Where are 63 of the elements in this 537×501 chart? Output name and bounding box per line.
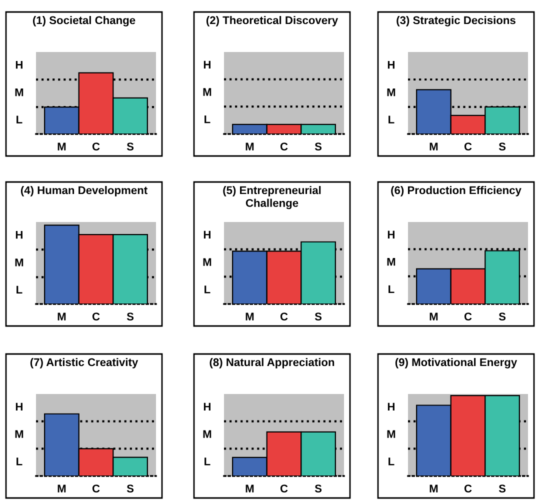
text: L xyxy=(16,286,22,294)
text: H xyxy=(388,402,394,411)
x-tick-label: S xyxy=(126,484,134,492)
text: L xyxy=(388,285,394,294)
text: M xyxy=(387,258,396,266)
text: M xyxy=(203,258,212,266)
chart-title: (2) Theoretical Discovery xyxy=(206,16,338,26)
x-tick-label: C xyxy=(280,312,288,320)
x-tick-label: S xyxy=(314,312,322,320)
text: M xyxy=(387,88,396,96)
x-tick-label: C xyxy=(280,142,288,150)
text: H xyxy=(16,61,22,69)
x-tick-label: S xyxy=(498,484,506,492)
x-tick-label: C xyxy=(92,142,100,150)
text: H xyxy=(16,231,22,239)
x-tick-label: M xyxy=(58,312,66,320)
chart-title: (7) Artistic Creativity xyxy=(30,358,138,368)
x-tick-label: M xyxy=(246,312,254,320)
text: M xyxy=(15,258,24,266)
text: H xyxy=(16,402,22,411)
chart-title: (3) Strategic Decisions xyxy=(396,16,516,26)
text: L xyxy=(388,116,394,124)
text: M xyxy=(387,430,396,438)
x-tick-label: M xyxy=(430,484,438,492)
chart-title: (4) Human Development xyxy=(20,186,148,196)
x-tick-label: C xyxy=(92,312,100,320)
text: L xyxy=(16,116,22,124)
chart-title: (1) Societal Change xyxy=(33,16,136,26)
chart-title: (9) Motivational Energy xyxy=(395,358,518,368)
x-tick-label: S xyxy=(498,312,506,320)
x-tick-label: S xyxy=(126,142,134,150)
x-tick-label: M xyxy=(430,312,438,320)
text: H xyxy=(204,60,210,69)
text: H xyxy=(388,230,394,238)
text: L xyxy=(204,458,210,466)
x-tick-label: C xyxy=(464,484,472,492)
x-tick-label: C xyxy=(464,312,472,320)
x-tick-label: S xyxy=(314,142,322,150)
text: L xyxy=(204,286,210,294)
text: M xyxy=(15,88,24,96)
x-tick-label: M xyxy=(58,142,66,150)
text: M xyxy=(15,430,24,438)
chart-title: (8) Natural Appreciation xyxy=(210,358,334,368)
x-tick-label: M xyxy=(246,484,254,492)
x-tick-label: M xyxy=(246,142,254,150)
text: M xyxy=(203,88,212,96)
text: H xyxy=(204,402,210,411)
chart-title: (5) Entrepreneurial Challenge xyxy=(223,186,321,210)
x-tick-label: M xyxy=(58,484,66,492)
x-tick-label: C xyxy=(92,484,100,492)
text: L xyxy=(204,116,210,124)
text: M xyxy=(203,430,212,438)
x-tick-label: M xyxy=(430,142,438,150)
chart-title: (6) Production Efficiency xyxy=(391,186,522,196)
text: H xyxy=(204,230,210,239)
text: L xyxy=(16,458,22,466)
x-tick-label: S xyxy=(498,142,506,150)
text: H xyxy=(388,60,394,69)
x-tick-label: S xyxy=(126,312,134,320)
text: L xyxy=(388,458,394,466)
x-tick-label: S xyxy=(314,484,322,492)
x-tick-label: C xyxy=(280,484,288,492)
x-tick-label: C xyxy=(464,142,472,150)
